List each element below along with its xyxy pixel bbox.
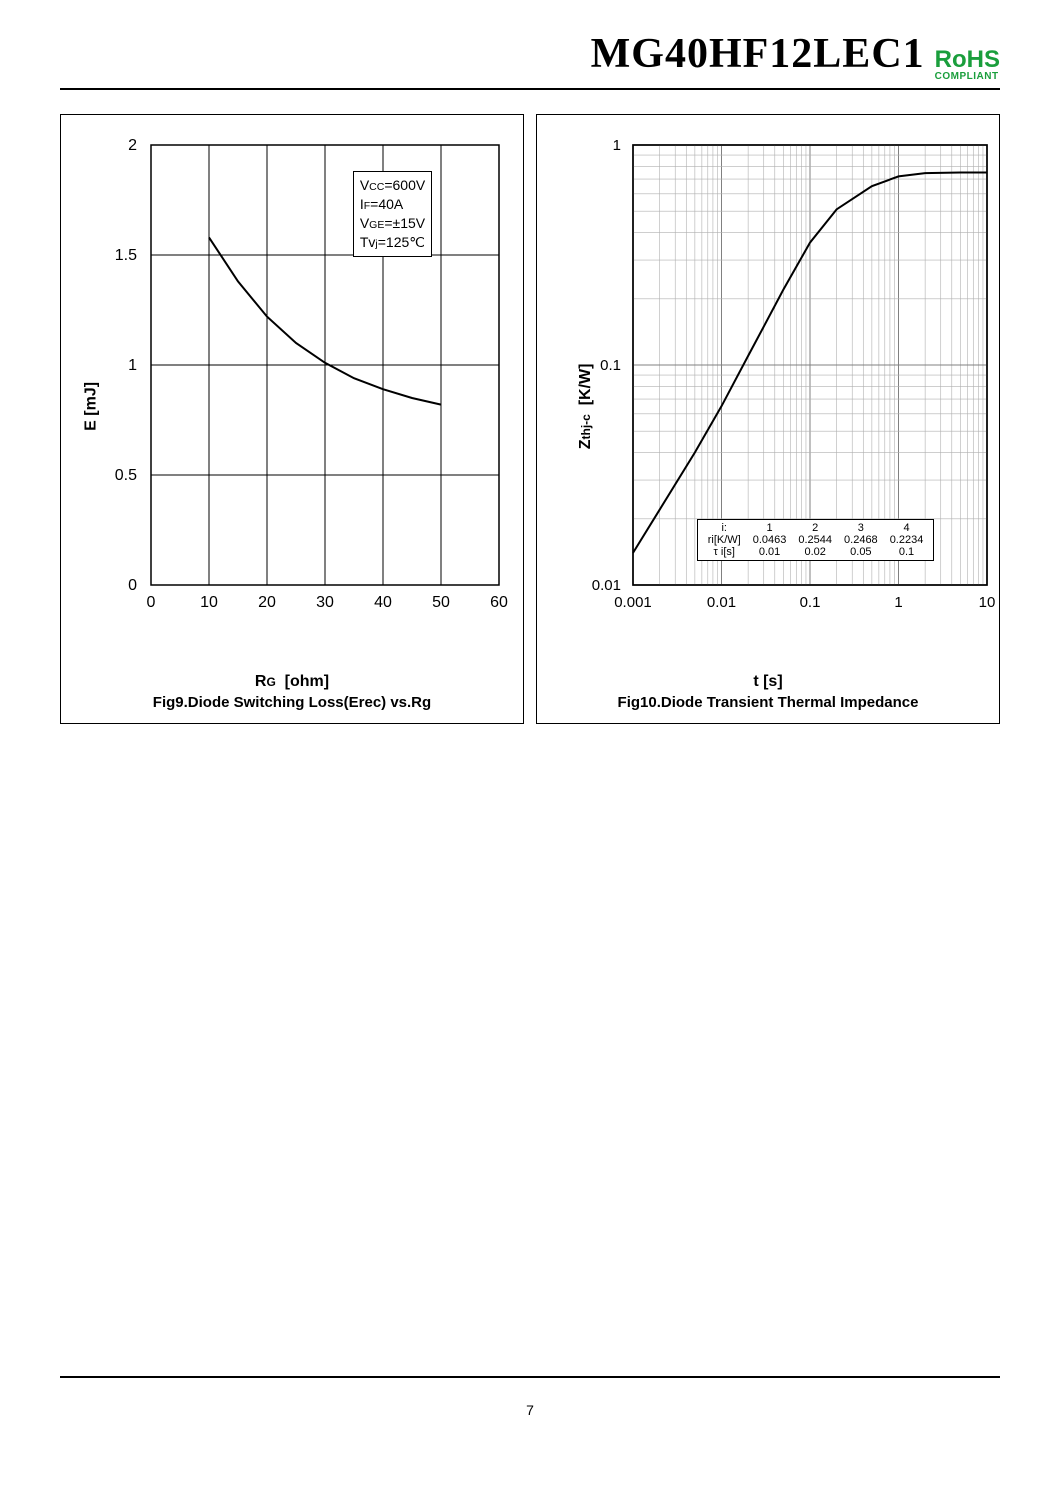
- svg-text:0.01: 0.01: [592, 577, 621, 594]
- svg-text:1.5: 1.5: [115, 247, 137, 264]
- svg-text:0.01: 0.01: [707, 594, 736, 611]
- footer-rule: [60, 1376, 1000, 1378]
- svg-text:0: 0: [128, 577, 137, 594]
- svg-text:0.1: 0.1: [600, 357, 621, 374]
- svg-text:0.001: 0.001: [614, 594, 652, 611]
- fig9-conditions: VCC=600VIF=40AVGE=±15VTvj=125℃: [353, 171, 432, 257]
- svg-text:40: 40: [374, 594, 392, 611]
- svg-text:1: 1: [613, 137, 621, 154]
- page-number: 7: [0, 1402, 1060, 1418]
- fig10-param-table: i:1234ri[K/W]0.04630.25440.24680.2234τ i…: [697, 519, 935, 561]
- svg-text:20: 20: [258, 594, 276, 611]
- fig10-ylabel: Zthj-c [K/W]: [577, 364, 595, 450]
- svg-text:30: 30: [316, 594, 334, 611]
- svg-text:60: 60: [490, 594, 508, 611]
- svg-text:1: 1: [894, 594, 902, 611]
- fig10-xlabel: t [s]: [537, 673, 999, 691]
- svg-text:50: 50: [432, 594, 450, 611]
- fig9-xlabel: RG [ohm]: [61, 673, 523, 691]
- fig9-ylabel: E [mJ]: [82, 382, 100, 431]
- fig9-caption: Fig9.Diode Switching Loss(Erec) vs.Rg: [61, 694, 523, 711]
- svg-text:0: 0: [147, 594, 156, 611]
- svg-text:0.1: 0.1: [800, 594, 821, 611]
- charts-row: 0 10 20 30 40 50 60 0 0.5 1 1.5 2 E [mJ] RG [ohm] F…: [60, 114, 1000, 724]
- part-number: MG40HF12LEC1: [591, 30, 925, 78]
- fig9-chart: 0 10 20 30 40 50 60 0 0.5 1 1.5 2 E [mJ] RG [ohm] F…: [60, 114, 524, 724]
- fig9-svg: 0 10 20 30 40 50 60 0 0.5 1 1.5 2: [61, 115, 525, 655]
- svg-text:2: 2: [128, 137, 137, 154]
- svg-text:10: 10: [200, 594, 218, 611]
- svg-text:1: 1: [128, 357, 137, 374]
- rohs-main: RoHS: [935, 48, 1000, 72]
- fig10-svg: 0.0010.010.11100.010.11: [537, 115, 1001, 655]
- svg-text:10: 10: [979, 594, 996, 611]
- rohs-sub: COMPLIANT: [935, 72, 999, 82]
- fig10-chart: 0.0010.010.11100.010.11 Zthj-c [K/W] t […: [536, 114, 1000, 724]
- page-header: MG40HF12LEC1 RoHS COMPLIANT: [60, 30, 1000, 90]
- fig10-caption: Fig10.Diode Transient Thermal Impedance: [537, 694, 999, 711]
- rohs-badge: RoHS COMPLIANT: [935, 48, 1000, 82]
- svg-text:0.5: 0.5: [115, 467, 137, 484]
